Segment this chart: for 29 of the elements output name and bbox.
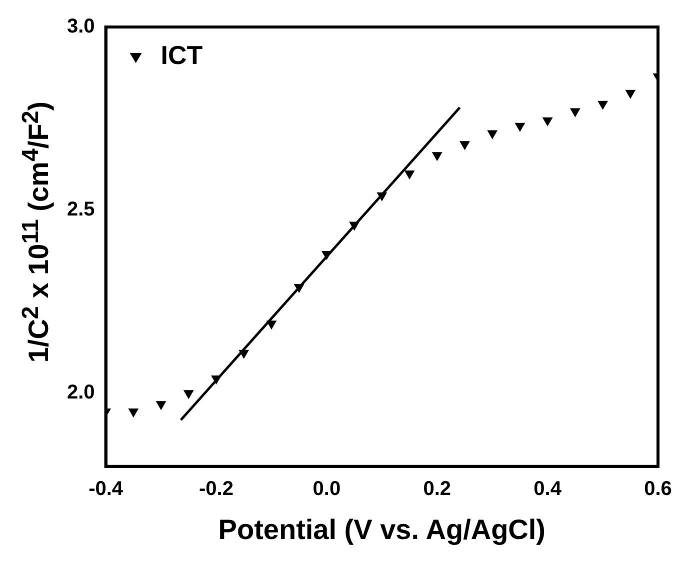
- point: [238, 350, 250, 359]
- point: [570, 108, 580, 118]
- point: [156, 401, 166, 410]
- point: [542, 117, 553, 126]
- point: [432, 152, 442, 162]
- y-tick-label: 2.0: [66, 382, 95, 404]
- x-tick-label: 0.6: [644, 478, 672, 500]
- legend-label: ICT: [160, 40, 203, 70]
- point: [183, 390, 194, 400]
- x-axis-title: Potential (V vs. Ag/AgCl): [218, 514, 546, 545]
- x-tick-label: -0.4: [88, 478, 124, 500]
- x-tick-label: 0.0: [312, 478, 341, 500]
- point: [294, 284, 304, 293]
- point: [598, 100, 608, 110]
- point: [514, 122, 526, 132]
- point: [128, 408, 139, 418]
- point: [460, 141, 470, 150]
- point: [211, 376, 222, 385]
- y-tick-label: 3.0: [66, 16, 95, 38]
- point: [625, 90, 636, 99]
- x-tick-label: 0.2: [423, 478, 452, 500]
- point: [404, 170, 415, 180]
- point: [487, 130, 498, 140]
- y-tick-label: 2.5: [66, 198, 95, 221]
- point: [349, 222, 360, 231]
- x-tick-label: 0.4: [534, 478, 562, 500]
- point: [376, 192, 388, 202]
- x-tick-label: -0.2: [199, 478, 234, 500]
- point: [266, 320, 277, 330]
